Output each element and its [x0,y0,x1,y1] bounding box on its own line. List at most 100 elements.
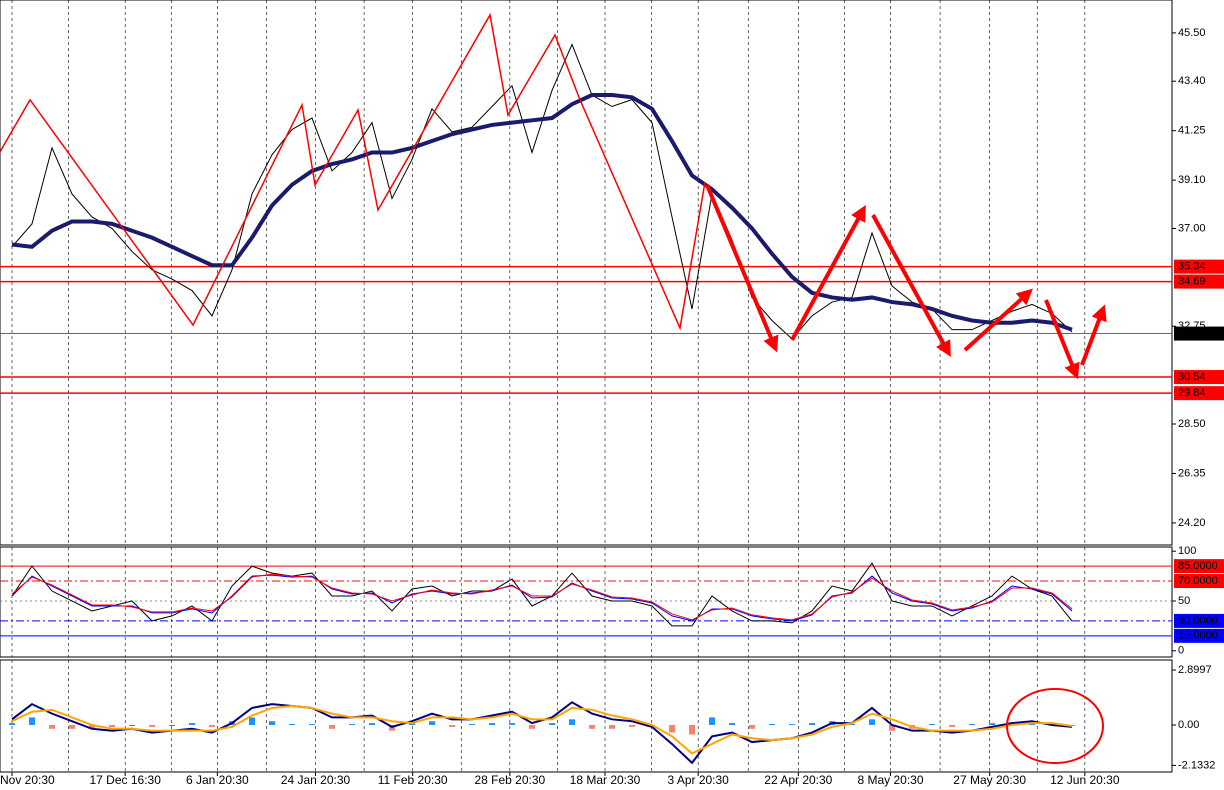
histogram-bar [689,725,695,735]
histogram-bar [369,723,375,726]
histogram-bar [129,725,135,727]
histogram-bar [289,724,295,726]
histogram-bar [869,719,875,726]
level-label: 30.0000 [1178,615,1218,627]
y-tick-label: 45.50 [1178,27,1206,39]
level-label-box [1174,613,1224,628]
y-tick-label: 28.50 [1178,418,1206,430]
level-label-box [1174,574,1224,589]
x-tick-label: 27 May 20:30 [953,773,1026,787]
histogram-bar [149,725,155,727]
histogram-bar [49,725,55,729]
level-label-box [1174,370,1224,385]
arrow [871,214,951,358]
panel-frame [0,546,1173,658]
level-label: 85.0000 [1178,560,1218,572]
y-tick-label: 100 [1178,545,1196,557]
x-tick-label: 22 Apr 20:30 [764,773,832,787]
histogram-bar [329,725,335,729]
x-tick-label: 11 Feb 20:30 [378,773,448,787]
arrow [963,288,1033,352]
histogram-bar [109,725,115,727]
histogram-bar [1029,724,1035,726]
y-tick-label: 39.10 [1178,174,1206,186]
series-line [11,43,1073,340]
histogram-bar [89,725,95,729]
histogram-bar [669,725,675,733]
series-line [11,562,1073,627]
histogram-bar [209,725,215,727]
histogram-bar [889,725,895,731]
y-tick-label: 0 [1178,645,1184,657]
histogram-bar [69,725,75,729]
histogram-bar [769,724,775,726]
histogram-bar [989,723,995,726]
x-tick-label: Nov 20:30 [0,773,55,787]
histogram-bar [729,723,735,726]
arrow [790,204,866,341]
y-tick-label: 50 [1178,595,1190,607]
y-tick-label: 0.00 [1178,719,1199,731]
y-tick-label: 2.8997 [1178,664,1212,676]
histogram-bar [349,724,355,726]
histogram-bar [789,724,795,726]
histogram-bar [29,717,35,726]
histogram-bar [309,724,315,726]
y-tick-label: -2.1332 [1178,759,1215,771]
level-label-box [1174,274,1224,289]
histogram-bar [589,725,595,729]
y-tick-label: 43.40 [1178,75,1206,87]
histogram-bar [249,717,255,726]
histogram-bar [949,725,955,727]
histogram-bar [9,723,15,726]
level-label-box [1174,386,1224,401]
level-label: 30.54 [1178,371,1206,383]
level-label-box [1174,259,1224,274]
x-tick-label: 18 Mar 20:30 [570,773,641,787]
x-tick-label: 28 Feb 20:30 [474,773,545,787]
panel-frame [0,659,1173,773]
x-tick-label: 17 Dec 16:30 [89,773,161,787]
histogram-bar [449,725,455,727]
last-price-label: 32.43 [1178,327,1206,339]
histogram-bar [929,724,935,726]
y-tick-label: 26.35 [1178,467,1206,479]
histogram-bar [609,725,615,729]
series-line [11,93,1073,332]
panel-frame [0,0,1173,546]
histogram-bar [809,723,815,726]
histogram-bar [629,725,635,727]
x-tick-label: 12 Jun 20:30 [1050,773,1120,787]
histogram-bar [849,724,855,726]
level-label: 70.0000 [1178,575,1218,587]
x-tick-label: 6 Jan 20:30 [186,773,249,787]
zigzag-line [0,12,706,331]
arrow [1044,299,1080,380]
histogram-bar [549,723,555,726]
histogram-bar [169,725,175,727]
series-line [11,705,1073,755]
arrow [1080,304,1107,366]
level-label: 15.0000 [1178,630,1218,642]
x-tick-label: 3 Apr 20:30 [667,773,729,787]
histogram-bar [529,725,535,729]
histogram-bar [469,724,475,726]
y-tick-label: 41.25 [1178,125,1206,137]
series-line [11,573,1073,621]
histogram-bar [189,723,195,726]
histogram-bar [749,725,755,729]
annotations [705,184,1107,764]
level-label: 34.69 [1178,275,1206,287]
histogram-bar [509,723,515,726]
histogram-bar [709,717,715,726]
series-line [11,574,1073,622]
histogram-bar [969,724,975,726]
last-price-box [1174,326,1224,341]
x-tick-label: 24 Jan 20:30 [281,773,351,787]
y-tick-label: 37.00 [1178,222,1206,234]
histogram-bar [489,723,495,726]
histogram-bar [569,719,575,726]
